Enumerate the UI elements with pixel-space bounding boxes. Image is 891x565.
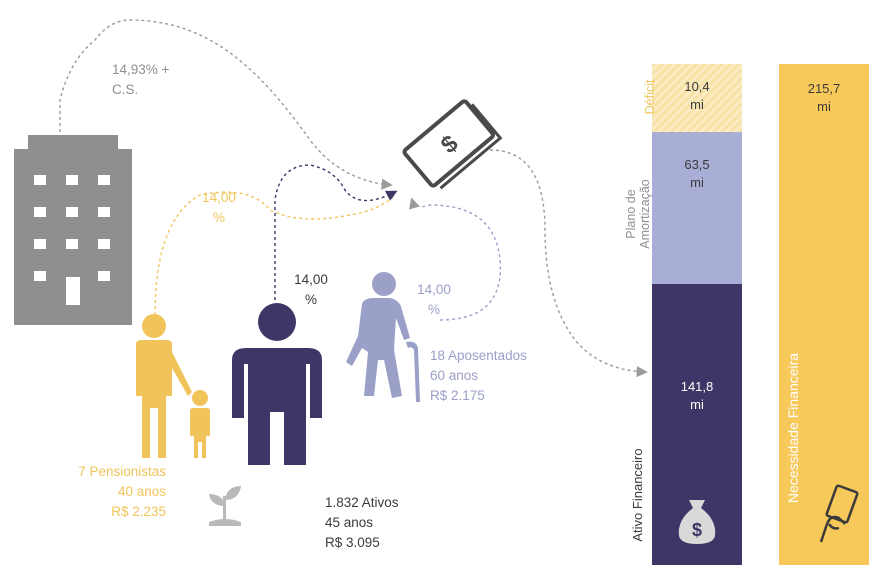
- retired-elder-icon: [344, 270, 430, 405]
- deficit-bar: 10,4 mi: [652, 64, 742, 132]
- actives-info: 1.832 Ativos 45 anos R$ 3.095: [325, 493, 399, 553]
- deficit-value-unit: mi: [690, 97, 704, 112]
- amortization-label: Plano de Amortização: [624, 179, 652, 249]
- financial-need-bar: 215,7 mi Necessidade Financeira: [779, 64, 869, 565]
- flow-arrow-to-asset: [489, 149, 648, 378]
- flow-arrow-employer: [59, 19, 393, 190]
- amortization-bar: 63,5 mi: [652, 132, 742, 284]
- financial-asset-bar: 141,8 mi $: [652, 284, 742, 565]
- pension-rate-label: 14,00 %: [202, 190, 236, 225]
- financial-need-value-unit: mi: [817, 99, 831, 114]
- retired-count: 18 Aposentados: [430, 348, 527, 363]
- retired-value: R$ 2.175: [430, 388, 485, 403]
- plant-icon: [205, 482, 245, 530]
- financial-asset-value-num: 141,8: [680, 379, 714, 394]
- building-icon: [14, 135, 132, 325]
- amortization-value-unit: mi: [690, 175, 704, 190]
- flow-arrow-active: [274, 164, 398, 300]
- retired-info: 18 Aposentados 60 anos R$ 2.175: [430, 346, 527, 406]
- flow-arrow-retired: [409, 197, 502, 321]
- pensioners-count: 7 Pensionistas: [78, 464, 166, 479]
- actives-value: R$ 3.095: [325, 535, 380, 550]
- financial-asset-label: Ativo Financeiro: [630, 448, 645, 542]
- money-bag-icon: $: [677, 494, 717, 546]
- financial-asset-value-unit: mi: [690, 397, 704, 412]
- pensioners-info: 7 Pensionistas 40 anos R$ 2.235: [40, 462, 166, 522]
- employer-rate-label: 14,93% + C.S.: [112, 62, 170, 97]
- amortization-value-num: 63,5: [684, 157, 710, 172]
- svg-text:$: $: [692, 520, 702, 540]
- money-bill-icon: $: [395, 90, 505, 200]
- retired-rate-label: 14,00 %: [417, 282, 451, 317]
- financial-need-value-num: 215,7: [807, 81, 841, 96]
- retired-age: 60 anos: [430, 368, 479, 383]
- pensioners-value: R$ 2.235: [111, 504, 166, 519]
- actives-count: 1.832 Ativos: [325, 495, 399, 510]
- financial-need-label: Necessidade Financeira: [785, 352, 801, 504]
- active-rate-label: 14,00 %: [294, 272, 328, 307]
- active-person-icon: [222, 300, 332, 465]
- pensioner-family-icon: [120, 312, 225, 460]
- flow-arrow-pension: [154, 191, 396, 316]
- deficit-value-num: 10,4: [684, 79, 710, 94]
- pensioners-age: 40 anos: [117, 484, 166, 499]
- hand-money-icon: [817, 484, 861, 544]
- actives-age: 45 anos: [325, 515, 374, 530]
